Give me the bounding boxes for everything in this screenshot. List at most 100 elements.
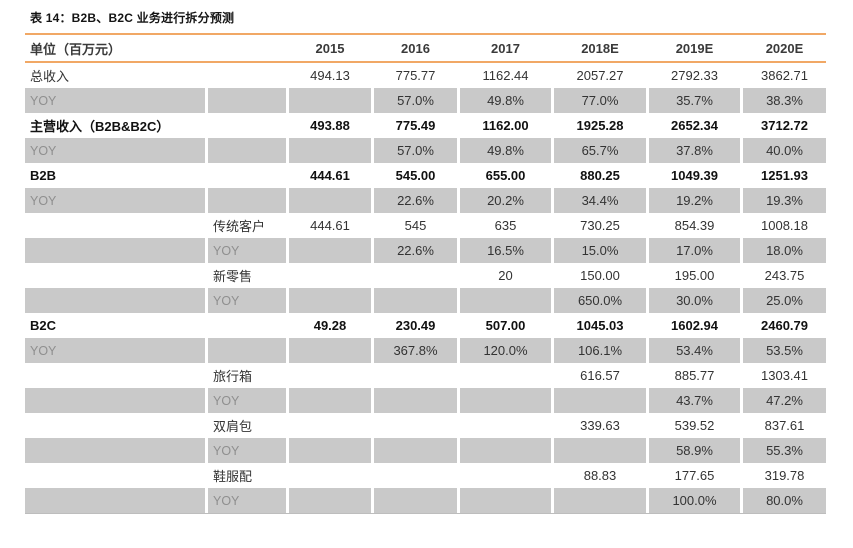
cell-value — [460, 363, 551, 388]
data-row: 新零售 20 150.00 195.00 243.75 — [25, 263, 826, 288]
cell-value: 539.52 — [674, 418, 715, 433]
row-sublabel — [208, 338, 286, 363]
yoy-row: YOY 43.7% 47.2% — [25, 388, 826, 413]
cell-value: 775.49 — [395, 118, 436, 133]
row-label — [25, 463, 205, 488]
row-label — [25, 488, 205, 513]
cell-value: 49.8% — [460, 88, 551, 113]
cell-value — [374, 463, 457, 488]
cell-value: 77.0% — [554, 88, 646, 113]
data-row: 传统客户 444.61 545 635 730.25 854.39 1008.18 — [25, 213, 826, 238]
cell-value — [374, 438, 457, 463]
report-table-figure: 表 14：B2B、B2C 业务进行拆分预测 单位（百万元） 2015 2016 201… — [0, 9, 853, 514]
row-sublabel: 新零售 — [213, 269, 253, 284]
row-label — [25, 363, 205, 388]
cell-value — [460, 438, 551, 463]
table-body: 总收入 494.13 775.77 1162.44 2057.27 2792.33 3862… — [25, 63, 826, 514]
cell-value — [374, 363, 457, 388]
cell-value: 20.2% — [460, 188, 551, 213]
cell-value: 55.3% — [743, 438, 826, 463]
cell-value: 1008.18 — [761, 218, 808, 233]
row-label — [25, 288, 205, 313]
row-sublabel: YOY — [208, 488, 286, 513]
cell-value: 2460.79 — [761, 318, 808, 333]
cell-value: 150.00 — [580, 268, 620, 283]
row-sublabel: 旅行箱 — [213, 369, 253, 384]
cell-value: 545 — [404, 218, 427, 233]
cell-value: 22.6% — [374, 188, 457, 213]
cell-value: 1162.44 — [482, 68, 529, 83]
row-label: B2C — [30, 318, 57, 333]
cell-value: 1045.03 — [576, 318, 624, 333]
cell-value: 17.0% — [649, 238, 740, 263]
cell-value: 100.0% — [649, 488, 740, 513]
cell-value — [554, 388, 646, 413]
cell-value: 854.39 — [674, 218, 715, 233]
yoy-row: YOY 58.9% 55.3% — [25, 438, 826, 463]
cell-value — [289, 263, 371, 288]
cell-value: 49.28 — [313, 318, 347, 333]
row-sublabel: YOY — [208, 438, 286, 463]
cell-value — [460, 288, 551, 313]
cell-value — [460, 463, 551, 488]
cell-value — [289, 463, 371, 488]
cell-value: 65.7% — [554, 138, 646, 163]
row-label — [25, 213, 205, 238]
cell-value: 635 — [494, 218, 517, 233]
row-sublabel — [208, 313, 286, 338]
data-row: 鞋服配 88.83 177.65 319.78 — [25, 463, 826, 488]
row-label — [25, 263, 205, 288]
cell-value: 243.75 — [764, 268, 805, 283]
row-label: YOY — [25, 188, 205, 213]
row-label — [25, 388, 205, 413]
sublabel-column-header — [208, 35, 286, 61]
cell-value: 35.7% — [649, 88, 740, 113]
row-label: B2B — [30, 168, 57, 183]
cell-value: 19.2% — [649, 188, 740, 213]
data-row: 双肩包 339.63 539.52 837.61 — [25, 413, 826, 438]
cell-value: 30.0% — [649, 288, 740, 313]
cell-value: 655.00 — [485, 168, 526, 183]
cell-value: 106.1% — [554, 338, 646, 363]
cell-value: 493.88 — [310, 118, 350, 133]
header-row: 单位（百万元） 2015 2016 2017 2018E 2019E 2020E — [25, 33, 826, 63]
yoy-row: YOY 57.0% 49.8% 65.7% 37.8% 40.0% — [25, 138, 826, 163]
yoy-row: YOY 22.6% 16.5% 15.0% 17.0% 18.0% — [25, 238, 826, 263]
cell-value: 47.2% — [743, 388, 826, 413]
cell-value: 2057.27 — [576, 68, 624, 83]
row-label: YOY — [25, 138, 205, 163]
cell-value: 80.0% — [743, 488, 826, 513]
yoy-row: YOY 100.0% 80.0% — [25, 488, 826, 513]
year-column-header: 2015 — [315, 40, 345, 56]
yoy-row: YOY 22.6% 20.2% 34.4% 19.2% 19.3% — [25, 188, 826, 213]
yoy-row: YOY 650.0% 30.0% 25.0% — [25, 288, 826, 313]
cell-value: 1251.93 — [761, 168, 808, 183]
cell-value: 880.25 — [580, 168, 620, 183]
cell-value: 15.0% — [554, 238, 646, 263]
year-column-header: 2019E — [675, 40, 714, 56]
row-sublabel — [208, 88, 286, 113]
cell-value: 2652.34 — [671, 118, 718, 133]
cell-value: 16.5% — [460, 238, 551, 263]
cell-value: 3712.72 — [761, 118, 808, 133]
cell-value: 1925.28 — [576, 118, 624, 133]
cell-value: 37.8% — [649, 138, 740, 163]
cell-value: 1049.39 — [671, 168, 718, 183]
cell-value: 885.77 — [674, 368, 715, 383]
cell-value: 1602.94 — [671, 318, 718, 333]
cell-value — [289, 188, 371, 213]
cell-value: 19.3% — [743, 188, 826, 213]
cell-value — [374, 413, 457, 438]
cell-value: 545.00 — [395, 168, 436, 183]
cell-value: 40.0% — [743, 138, 826, 163]
cell-value: 775.77 — [395, 68, 436, 83]
data-row: B2C 49.28 230.49 507.00 1045.03 1602.94 2460.7… — [25, 313, 826, 338]
cell-value — [460, 488, 551, 513]
cell-value: 57.0% — [374, 88, 457, 113]
unit-column-header: 单位（百万元） — [30, 41, 122, 57]
yoy-row: YOY 57.0% 49.8% 77.0% 35.7% 38.3% — [25, 88, 826, 113]
cell-value: 494.13 — [310, 68, 350, 83]
row-sublabel: YOY — [208, 238, 286, 263]
cell-value: 444.61 — [310, 168, 350, 183]
cell-value — [374, 263, 457, 288]
